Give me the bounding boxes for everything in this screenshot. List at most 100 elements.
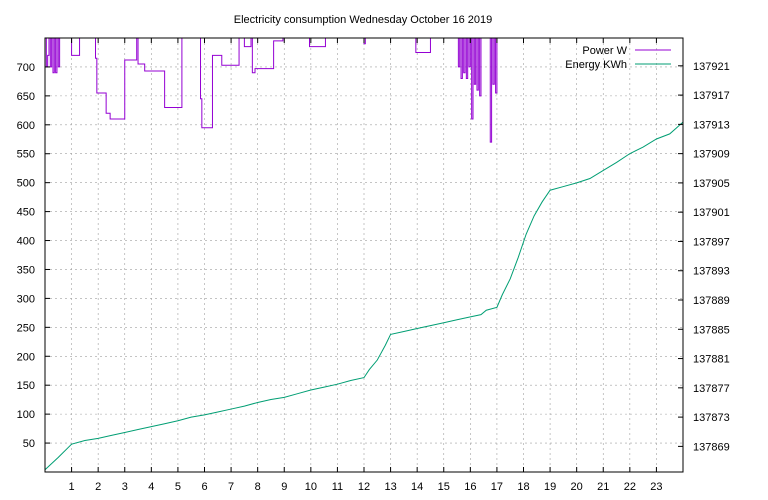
data-point-power: [281, 40, 282, 41]
y-right-tick-label: 137889: [693, 295, 730, 307]
y-right-tick-label: 137917: [693, 90, 730, 102]
y-left-tick-label: 100: [17, 409, 35, 421]
tick-layer: 1 2 3 4 5 6 7 8 9 10 11 12 13 14 15 16 17 18 19 20 21 22 23501…: [17, 38, 730, 493]
data-point-energy: [403, 331, 404, 332]
data-point-power: [249, 46, 250, 47]
data-point-energy: [270, 399, 271, 400]
data-point-energy: [563, 186, 564, 187]
data-point-energy: [324, 387, 325, 388]
x-tick-label: 12: [358, 481, 370, 493]
y-right-tick-label: 137905: [693, 178, 730, 190]
data-point-power: [78, 55, 79, 56]
data-point-power: [211, 127, 212, 128]
legend: Power W Energy KWh: [565, 45, 671, 71]
data-point-power: [138, 64, 139, 65]
x-tick-label: 20: [571, 481, 583, 493]
data-point-energy: [669, 133, 670, 134]
y-right-tick-label: 137877: [693, 383, 730, 395]
data-point-energy: [457, 319, 458, 320]
x-tick-label: 10: [305, 481, 317, 493]
data-point-power: [471, 119, 472, 120]
data-point-energy: [390, 334, 391, 335]
data-point-power: [180, 107, 181, 108]
data-point-power: [221, 65, 222, 66]
data-point-energy: [616, 162, 617, 163]
x-tick-label: 3: [122, 481, 128, 493]
data-point-power: [104, 92, 105, 93]
data-point-power: [106, 113, 107, 114]
data-point-power: [272, 68, 273, 69]
y-right-tick-label: 137913: [693, 119, 730, 131]
data-point-power: [495, 92, 496, 93]
data-point-energy: [204, 414, 205, 415]
data-point-power: [492, 84, 493, 85]
series-line-power: [45, 37, 498, 143]
x-tick-label: 8: [255, 481, 261, 493]
data-point-power: [212, 55, 213, 56]
data-point-energy: [71, 444, 72, 445]
data-point-power: [252, 72, 253, 73]
data-point-power: [201, 127, 202, 128]
y-left-tick-label: 500: [17, 178, 35, 190]
data-point-power: [55, 72, 56, 73]
data-point-energy: [656, 139, 657, 140]
data-point-power: [144, 70, 145, 71]
data-point-power: [163, 70, 164, 71]
data-point-energy: [58, 457, 59, 458]
data-point-power: [466, 78, 467, 79]
y-left-tick-label: 150: [17, 380, 35, 392]
data-point-power: [200, 98, 201, 99]
data-point-energy: [496, 307, 497, 308]
data-point-energy: [377, 360, 378, 361]
x-tick-label: 5: [175, 481, 181, 493]
data-point-power: [58, 66, 59, 67]
y-left-tick-label: 250: [17, 322, 35, 334]
x-tick-label: 2: [95, 481, 101, 493]
data-point-energy: [502, 294, 503, 295]
data-point-power: [309, 46, 310, 47]
data-point-power: [52, 72, 53, 73]
data-point-power: [469, 66, 470, 67]
y-right-tick-label: 137869: [693, 441, 730, 453]
legend-label-power: Power W: [582, 45, 627, 57]
data-point-energy: [231, 409, 232, 410]
data-point-power: [237, 65, 238, 66]
y-right-tick-label: 137873: [693, 412, 730, 424]
data-point-energy: [217, 411, 218, 412]
x-tick-label: 4: [148, 481, 154, 493]
x-tick-label: 6: [201, 481, 207, 493]
data-point-power: [96, 92, 97, 93]
x-tick-label: 15: [438, 481, 450, 493]
data-point-energy: [518, 257, 519, 258]
data-point-energy: [111, 435, 112, 436]
data-point-energy: [191, 417, 192, 418]
data-point-power: [324, 46, 325, 47]
data-point-power: [143, 64, 144, 65]
data-point-energy: [244, 406, 245, 407]
data-point-power: [220, 55, 221, 56]
data-point-power: [123, 119, 124, 120]
data-point-power: [124, 59, 125, 60]
data-point-energy: [526, 234, 527, 235]
data-point-energy: [151, 426, 152, 427]
y-left-tick-label: 350: [17, 264, 35, 276]
data-point-power: [135, 59, 136, 60]
y-left-tick-label: 200: [17, 351, 35, 363]
data-point-energy: [480, 314, 481, 315]
data-point-power: [474, 84, 475, 85]
data-point-energy: [369, 369, 370, 370]
data-point-power: [164, 107, 165, 108]
x-tick-label: 21: [597, 481, 609, 493]
data-point-power: [429, 52, 430, 53]
data-point-energy: [576, 182, 577, 183]
data-point-energy: [310, 390, 311, 391]
data-point-power: [364, 43, 365, 44]
x-tick-label: 13: [384, 481, 396, 493]
y-right-tick-label: 137901: [693, 207, 730, 219]
data-point-energy: [470, 316, 471, 317]
data-point-energy: [350, 380, 351, 381]
y-left-tick-label: 650: [17, 91, 35, 103]
data-point-power: [461, 78, 462, 79]
